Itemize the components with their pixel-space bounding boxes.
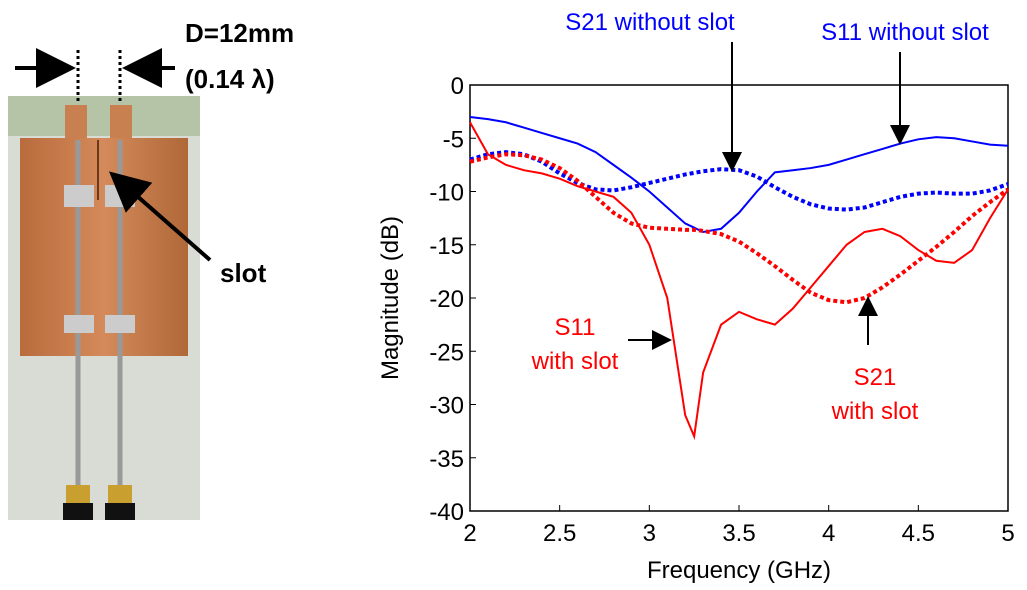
x-axis-label: Frequency (GHz) [647, 557, 831, 584]
series-line [469, 115, 1009, 234]
y-axis-label: Magnitude (dB) [377, 216, 404, 380]
y-tick-label: -30 [429, 393, 464, 420]
x-tick-label: 2.5 [543, 520, 576, 547]
antenna-photo: D=12mm (0.14 λ) slot [8, 18, 294, 520]
x-tick-label: 3.5 [722, 520, 755, 547]
x-tick-label: 4 [822, 520, 835, 547]
y-tick-label: -15 [429, 233, 464, 260]
annotation: with slot [831, 398, 919, 425]
y-tick-label: -35 [429, 446, 464, 473]
annotation: S21 [854, 364, 897, 391]
y-tick-label: -40 [429, 499, 464, 526]
slot-label: slot [220, 258, 267, 288]
annotation: S11 without slot [821, 19, 989, 46]
series-line [469, 152, 1010, 305]
x-tick-label: 5 [1001, 520, 1014, 547]
plot-frame [469, 84, 1009, 512]
y-tick-label: -5 [443, 126, 464, 153]
x-tick-label: 2 [463, 520, 476, 547]
y-tick-label: -20 [429, 286, 464, 313]
y-tick-label: -10 [429, 180, 464, 207]
distance-label: D=12mm [185, 18, 294, 48]
y-tick-label: 0 [451, 73, 464, 100]
annotation: with slot [531, 348, 619, 375]
x-tick-label: 3 [643, 520, 656, 547]
y-tick-label: -25 [429, 339, 464, 366]
x-tick-label: 4.5 [902, 520, 935, 547]
chart: 0 -5 -10 -15 -20 -25 -30 -35 -402 2.5 3 3.5 4 4.5 5 Fre… [377, 9, 1015, 584]
series-line [469, 121, 1009, 441]
wavelength-label: (0.14 λ) [185, 64, 275, 94]
series-line [469, 150, 1009, 212]
annotation: S21 without slot [565, 9, 735, 36]
annotation: S11 [555, 314, 596, 341]
